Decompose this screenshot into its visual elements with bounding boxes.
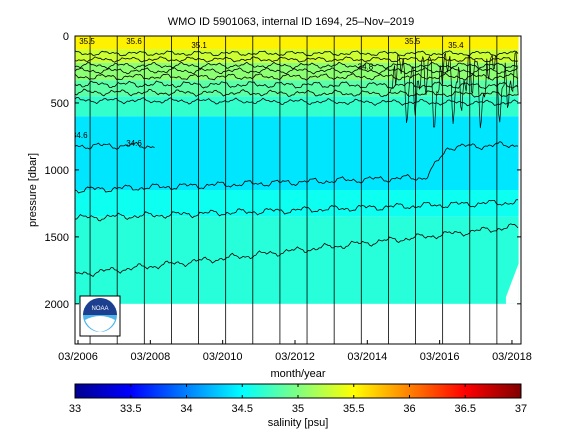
x-axis-label: month/year <box>270 368 325 380</box>
salinity-layer-3 <box>75 80 519 97</box>
y-tick-label-1: 500 <box>51 98 69 110</box>
x-tick-label-5: 03/2016 <box>420 351 460 363</box>
contour-label-6: 34.8 <box>358 62 374 71</box>
x-tick-label-3: 03/2012 <box>275 351 315 363</box>
missing-data-notch <box>505 263 519 304</box>
y-tick-label-2: 1000 <box>45 165 69 177</box>
colorbar-tick-label-6: 36 <box>403 403 415 415</box>
colorbar-label: salinity [psu] <box>268 417 329 429</box>
colorbar-tick-label-3: 34.5 <box>232 403 253 415</box>
x-tick-label-2: 03/2010 <box>203 351 243 363</box>
contour-label-1: 35.6 <box>126 37 142 46</box>
y-tick-label-3: 1500 <box>45 232 69 244</box>
contour-line-10 <box>75 199 519 222</box>
x-tick-label-4: 03/2014 <box>347 351 387 363</box>
chart-title: WMO ID 5901063, internal ID 1694, 25–Nov… <box>168 16 414 28</box>
colorbar: 33 33.5 34 34.5 35 35.5 36 36.5 37 <box>69 383 527 415</box>
salinity-layer-0 <box>75 36 519 50</box>
contour-label-0: 35.5 <box>79 37 95 46</box>
x-tick-label-1: 03/2008 <box>130 351 170 363</box>
contour-label-7: 34.6 <box>126 139 142 148</box>
noaa-logo: NOAA <box>79 295 121 337</box>
y-tick-label-0: 0 <box>63 31 69 43</box>
salinity-layer-5 <box>75 116 519 190</box>
x-tick-label-6: 03/2018 <box>492 351 532 363</box>
y-axis-label: pressure [dbar] <box>27 153 39 227</box>
contour-line-8 <box>75 141 155 150</box>
y-tick-label-4: 2000 <box>45 299 69 311</box>
salinity-layer-7 <box>75 216 519 304</box>
colorbar-tick-label-8: 37 <box>515 403 527 415</box>
salinity-layer-6 <box>75 190 519 217</box>
plot-area: 35.5 35.6 35.1 34.6 35.5 35.4 34.8 34.6 <box>72 36 521 344</box>
contour-line-3 <box>75 67 519 75</box>
colorbar-tick-label-1: 33.5 <box>120 403 141 415</box>
x-tick-label-0: 03/2006 <box>58 351 98 363</box>
colorbar-tick-label-4: 35 <box>292 403 304 415</box>
svg-text:NOAA: NOAA <box>91 306 108 312</box>
contour-line-5 <box>75 80 519 90</box>
contour-label-3: 34.6 <box>72 131 88 140</box>
colorbar-tick-label-0: 33 <box>69 403 81 415</box>
colorbar-tick-label-5: 35.5 <box>343 403 364 415</box>
contour-line-0 <box>75 50 519 57</box>
contour-label-2: 35.1 <box>191 41 207 50</box>
contour-line-2 <box>75 61 519 70</box>
salinity-layer-1 <box>75 49 519 63</box>
contour-line-7 <box>75 97 519 107</box>
contour-line-4 <box>75 72 519 81</box>
contour-label-4: 35.5 <box>405 37 421 46</box>
contour-line-9 <box>75 141 519 194</box>
contour-label-5: 35.4 <box>448 41 464 50</box>
plot-frame <box>74 35 522 345</box>
contour-line-6 <box>75 88 519 98</box>
contour-line-11 <box>75 223 519 278</box>
colorbar-tick-label-7: 36.5 <box>455 403 476 415</box>
colorbar-tick-label-2: 34 <box>180 403 192 415</box>
